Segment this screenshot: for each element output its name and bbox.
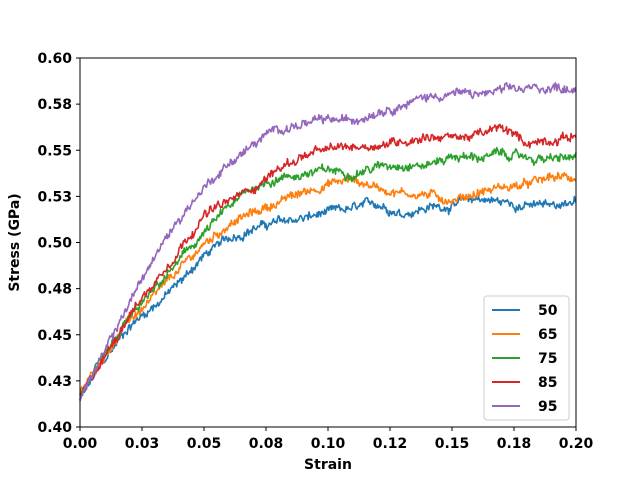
y-tick-label: 0.45 <box>37 328 72 344</box>
y-tick-label: 0.58 <box>37 97 72 113</box>
x-tick-label: 0.08 <box>249 436 284 452</box>
legend-label-85: 85 <box>538 375 557 391</box>
x-tick-label: 0.05 <box>187 436 222 452</box>
y-tick-label: 0.50 <box>37 236 72 252</box>
y-tick-label: 0.55 <box>37 143 72 159</box>
y-tick-label: 0.48 <box>37 282 72 298</box>
series-layer <box>79 81 577 402</box>
series-line-65 <box>79 171 577 396</box>
y-tick-label: 0.40 <box>37 420 72 436</box>
legend-label-65: 65 <box>538 327 557 343</box>
series-line-85 <box>79 123 577 401</box>
y-tick-label: 0.43 <box>37 374 72 390</box>
series-line-95 <box>79 81 577 402</box>
x-tick-label: 0.12 <box>373 436 408 452</box>
x-tick-label: 0.15 <box>435 436 470 452</box>
x-tick-label: 0.20 <box>559 436 594 452</box>
series-line-75 <box>79 146 577 399</box>
x-axis: 0.00 0.03 0.05 0.08 0.10 0.12 0.15 0.18 0.20 <box>63 427 594 452</box>
legend-label-75: 75 <box>538 351 557 367</box>
x-tick-label: 0.00 <box>63 436 98 452</box>
y-axis: 0.40 0.43 0.45 0.48 0.50 0.53 0.55 0.58 0.60 <box>37 51 80 436</box>
x-axis-label: Strain <box>304 457 352 473</box>
legend-box <box>483 295 570 421</box>
legend-label-95: 95 <box>538 399 557 415</box>
x-tick-label: 0.03 <box>125 436 160 452</box>
y-tick-label: 0.53 <box>37 189 72 205</box>
y-tick-label: 0.60 <box>37 51 72 67</box>
x-tick-label: 0.10 <box>311 436 346 452</box>
y-axis-label: Stress (GPa) <box>7 193 23 291</box>
legend: 50 65 75 85 95 <box>483 295 570 421</box>
x-tick-label: 0.18 <box>497 436 532 452</box>
legend-label-50: 50 <box>538 303 558 319</box>
series-line-50 <box>79 194 577 401</box>
